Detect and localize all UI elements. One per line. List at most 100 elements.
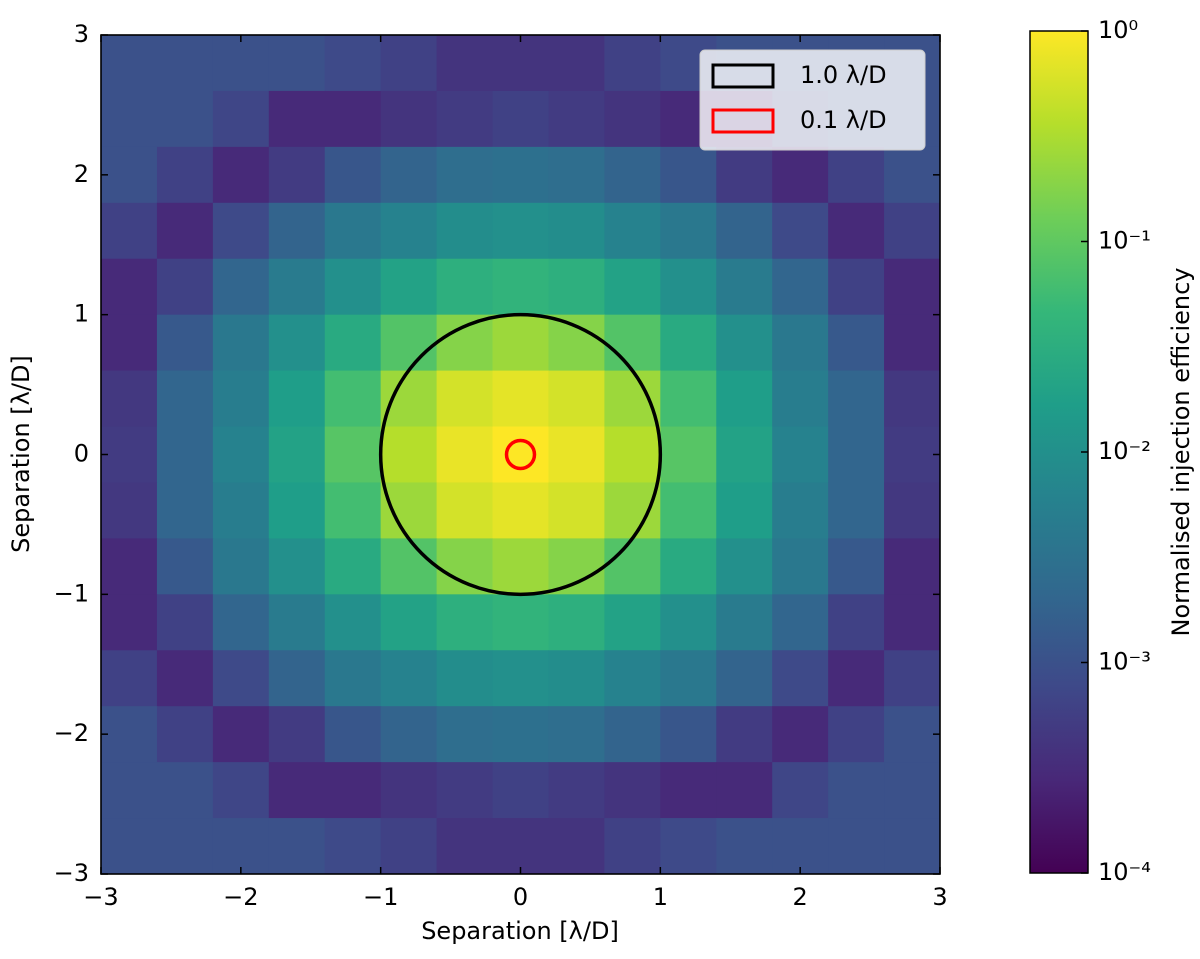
heatmap-cell [548,90,605,148]
heatmap-cell [268,314,326,372]
heatmap-cell [884,314,940,372]
heatmap-cell [436,818,494,874]
legend-swatch [711,108,775,134]
heatmap-cell [660,706,717,763]
heatmap-cell [380,818,438,874]
heatmap-cell [548,762,605,819]
circle-marker [378,312,663,597]
heatmap-cell [212,482,270,539]
colorbar-tick-label: 10⁰ [1098,16,1138,44]
heatmap-cell [548,818,605,874]
heatmap-cell [604,762,661,819]
heatmap-cell [548,35,605,92]
heatmap-cell [828,258,885,316]
heatmap-cell [660,762,717,819]
heatmap-cell [884,258,940,316]
heatmap-cell [436,202,494,260]
heatmap-cell [716,650,773,707]
heatmap-cell [436,90,494,148]
x-tick-label: 3 [932,883,947,911]
colorbar-tick-label: 10⁻¹ [1098,227,1151,255]
heatmap-cell [492,35,550,92]
heatmap-cell [828,650,885,707]
heatmap-cell [436,426,494,484]
heatmap-cell [492,90,550,148]
heatmap-cell [380,426,438,484]
heatmap-cell [716,314,773,372]
heatmap-cell [884,706,940,763]
heatmap-cell [772,538,829,595]
y-tick-label: 3 [74,20,89,48]
heatmap-cell [492,650,550,707]
heatmap-cell [324,90,382,148]
heatmap-cell [380,202,438,260]
heatmap-cell [380,762,438,819]
heatmap-cell [884,202,940,260]
heatmap-cell [604,90,661,148]
heatmap-cell [660,482,717,539]
heatmap-cell [828,146,885,204]
heatmap-cell [324,146,382,204]
heatmap-cell [268,538,326,595]
heatmap-cell [772,650,829,707]
heatmap-cell [212,314,270,372]
x-tick-label: −2 [223,883,258,911]
heatmap-cell [828,762,885,819]
heatmap-cell [212,370,270,428]
heatmap-cell [101,482,158,539]
y-tick-label: 0 [74,440,89,468]
heatmap-cell [884,370,940,428]
heatmap-cell [436,146,494,204]
heatmap-cell [716,202,773,260]
heatmap-cell [268,426,326,484]
heatmap-cell [436,762,494,819]
heatmap-cell [212,818,270,874]
x-tick-label: 0 [513,883,528,911]
colorbar [1029,30,1089,874]
y-tick-label: 1 [74,300,89,328]
heatmap-cell [884,818,940,874]
heatmap-cell [156,258,214,316]
heatmap-cell [156,482,214,539]
heatmap-cell [884,538,940,595]
heatmap-cell [212,35,270,92]
heatmap-cell [828,706,885,763]
heatmap-cell [492,202,550,260]
heatmap-cell [716,258,773,316]
heatmap-cell [268,706,326,763]
x-tick-label: 1 [653,883,668,911]
heatmap-cell [772,202,829,260]
heatmap-cell [604,706,661,763]
heatmap-cell [268,258,326,316]
heatmap-cell [101,35,158,92]
heatmap-cell [604,35,661,92]
heatmap-cell [716,762,773,819]
heatmap-cell [716,482,773,539]
heatmap-cell [380,370,438,428]
heatmap-cell [268,818,326,874]
heatmap-cell [604,594,661,651]
heatmap-cell [772,258,829,316]
heatmap-cell [660,202,717,260]
heatmap-cell [772,482,829,539]
heatmap-cell [380,146,438,204]
heatmap-cell [324,594,382,651]
heatmap-cell [380,650,438,707]
heatmap-cell [716,706,773,763]
colorbar-label: Normalised injection efficiency [1167,268,1195,637]
heatmap-cell [268,370,326,428]
heatmap-cell [324,650,382,707]
heatmap-cell [604,146,661,204]
heatmap-cell [436,35,494,92]
heatmap-cell [324,370,382,428]
heatmap-cell [101,818,158,874]
heatmap-cell [101,594,158,651]
heatmap-cell [884,762,940,819]
heatmap-cell [884,650,940,707]
heatmap-cell [156,762,214,819]
heatmap-cell [548,258,605,316]
heatmap-cell [548,314,605,372]
heatmap-cell [604,482,661,539]
heatmap-cell [660,258,717,316]
